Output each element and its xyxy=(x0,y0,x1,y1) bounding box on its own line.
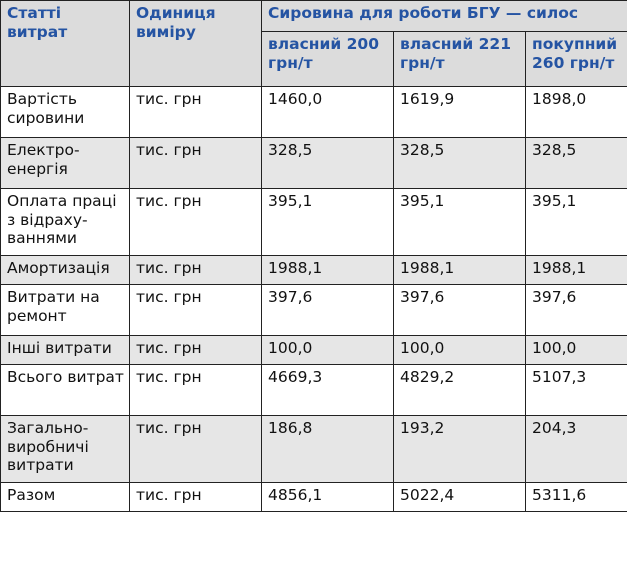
cost-table: Статті витрат Одиниця виміру Сировина дл… xyxy=(0,0,627,512)
row-value: 397,6 xyxy=(261,284,394,336)
row-item: Разом xyxy=(0,482,130,512)
table-row: Вартість сировини тис. грн 1460,0 1619,9… xyxy=(0,86,627,138)
row-unit: тис. грн xyxy=(129,482,262,512)
row-value: 100,0 xyxy=(261,335,394,365)
row-value: 395,1 xyxy=(524,188,627,256)
row-value: 1988,1 xyxy=(524,255,627,285)
row-unit: тис. грн xyxy=(129,335,262,365)
row-value: 1898,0 xyxy=(524,86,627,138)
row-unit: тис. грн xyxy=(129,255,262,285)
row-value: 193,2 xyxy=(393,415,526,483)
row-value: 1988,1 xyxy=(393,255,526,285)
table-row: Витрати на ремонт тис. грн 397,6 397,6 3… xyxy=(0,284,627,336)
header-bought-260: покупний 260 грн/т xyxy=(524,31,627,87)
table-row: Разом тис. грн 4856,1 5022,4 5311,6 xyxy=(0,482,627,512)
header-unit: Одиниця виміру xyxy=(129,0,262,87)
table-row: Електро-енергія тис. грн 328,5 328,5 328… xyxy=(0,137,627,189)
header-raw-material-group: Сировина для роботи БГУ — силос xyxy=(260,0,627,32)
row-value: 395,1 xyxy=(393,188,526,256)
row-value: 328,5 xyxy=(524,137,627,189)
row-unit: тис. грн xyxy=(129,137,262,189)
table-row: Всього витрат тис. грн 4669,3 4829,2 510… xyxy=(0,364,627,416)
header-own-200: власний 200 грн/т xyxy=(261,31,394,87)
row-item: Витрати на ремонт xyxy=(0,284,130,336)
table-row: Оплата праці з відраху-ваннями тис. грн … xyxy=(0,188,627,256)
header-cost-items: Статті витрат xyxy=(0,0,130,87)
row-value: 1988,1 xyxy=(261,255,394,285)
table-row: Інші витрати тис. грн 100,0 100,0 100,0 xyxy=(0,335,627,365)
row-value: 4856,1 xyxy=(261,482,394,512)
row-item: Електро-енергія xyxy=(0,137,130,189)
row-unit: тис. грн xyxy=(129,188,262,256)
row-value: 4669,3 xyxy=(261,364,394,416)
row-item: Амортизація xyxy=(0,255,130,285)
row-unit: тис. грн xyxy=(129,284,262,336)
row-value: 5311,6 xyxy=(524,482,627,512)
row-value: 397,6 xyxy=(393,284,526,336)
row-item: Загально-виробничі витрати xyxy=(0,415,130,483)
row-value: 100,0 xyxy=(393,335,526,365)
row-value: 5022,4 xyxy=(393,482,526,512)
row-value: 395,1 xyxy=(261,188,394,256)
row-item: Всього витрат xyxy=(0,364,130,416)
row-unit: тис. грн xyxy=(129,364,262,416)
row-value: 328,5 xyxy=(393,137,526,189)
row-value: 1460,0 xyxy=(261,86,394,138)
row-value: 397,6 xyxy=(524,284,627,336)
table-row: Загально-виробничі витрати тис. грн 186,… xyxy=(0,415,627,483)
header-own-221: власний 221 грн/т xyxy=(393,31,526,87)
row-value: 328,5 xyxy=(261,137,394,189)
row-unit: тис. грн xyxy=(129,415,262,483)
row-item: Інші витрати xyxy=(0,335,130,365)
row-value: 186,8 xyxy=(261,415,394,483)
row-value: 100,0 xyxy=(524,335,627,365)
row-value: 5107,3 xyxy=(524,364,627,416)
row-item: Оплата праці з відраху-ваннями xyxy=(0,188,130,256)
row-item: Вартість сировини xyxy=(0,86,130,138)
table-row: Амортизація тис. грн 1988,1 1988,1 1988,… xyxy=(0,255,627,285)
row-unit: тис. грн xyxy=(129,86,262,138)
row-value: 204,3 xyxy=(524,415,627,483)
row-value: 4829,2 xyxy=(393,364,526,416)
row-value: 1619,9 xyxy=(393,86,526,138)
